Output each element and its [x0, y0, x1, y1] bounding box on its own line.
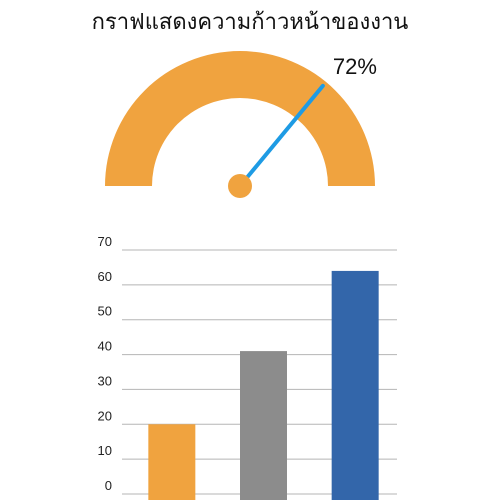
y-tick-label: 60: [98, 269, 112, 284]
y-axis-ticks: 0 10 20 30 40 50 60 70: [98, 234, 112, 493]
y-tick-label: 20: [98, 408, 112, 423]
bar-3: [331, 270, 379, 500]
y-tick-label: 30: [98, 373, 112, 388]
bars: [148, 270, 379, 500]
y-tick-label: 50: [98, 304, 112, 319]
gauge-value-label: 72%: [333, 54, 377, 79]
y-tick-label: 40: [98, 339, 112, 354]
y-tick-label: 0: [105, 478, 112, 493]
gauge-chart: 72%: [105, 51, 377, 198]
gauge-hub: [228, 174, 252, 198]
bar-2: [240, 351, 287, 500]
y-tick-label: 10: [98, 443, 112, 458]
gauge-arc: [105, 51, 375, 186]
y-tick-label: 70: [98, 234, 112, 249]
gauge-needle: [238, 83, 325, 188]
bar-1: [148, 424, 196, 500]
chart-title: กราฟแสดงความก้าวหน้าของงาน: [91, 10, 409, 35]
